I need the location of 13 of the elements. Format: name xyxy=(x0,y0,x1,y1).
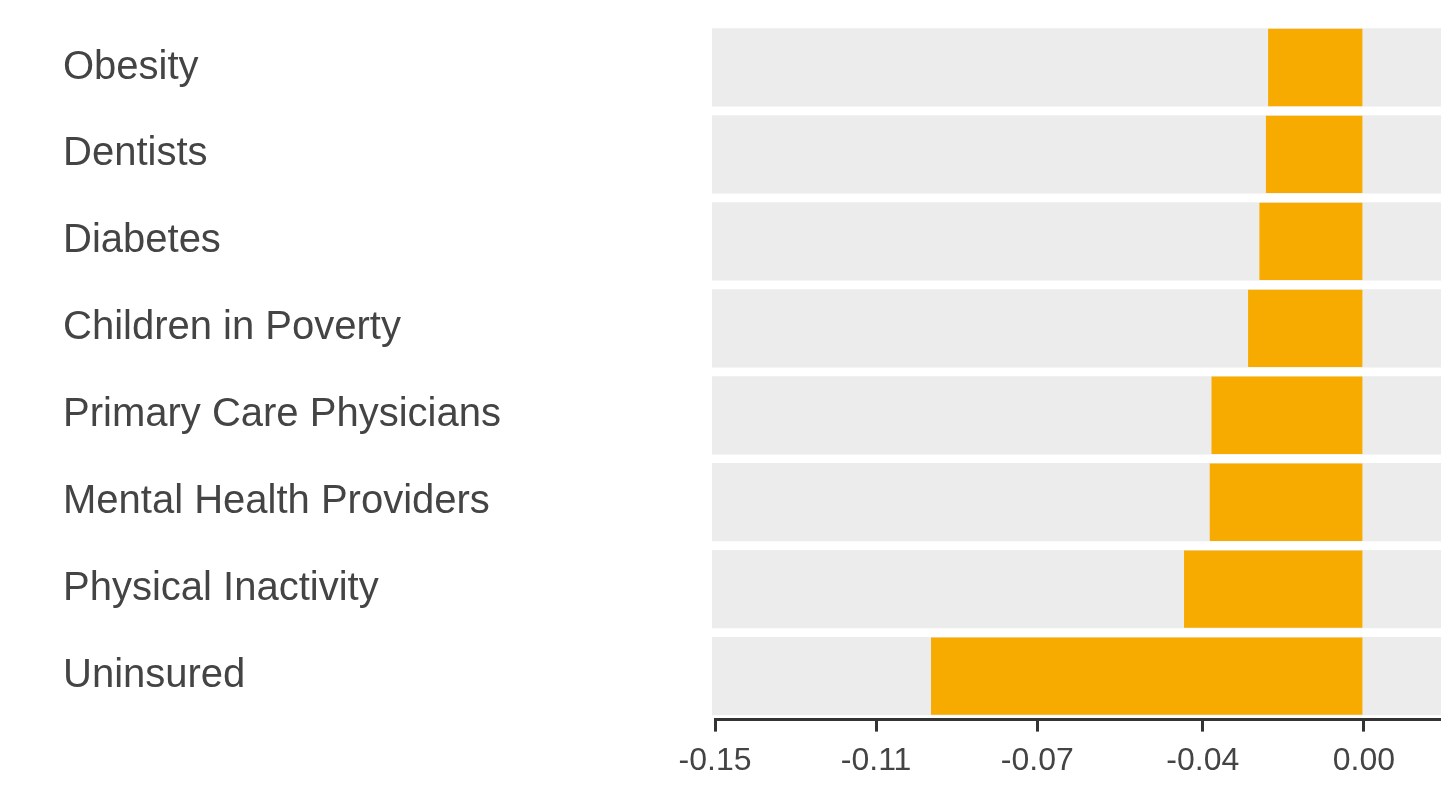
x-tick-label: -0.11 xyxy=(840,740,912,777)
y-tick-label: Physical Inactivity xyxy=(63,564,379,609)
y-tick-label: Dentists xyxy=(63,129,208,174)
y-tick-label: Uninsured xyxy=(63,651,246,696)
y-tick-label: Mental Health Providers xyxy=(63,477,490,522)
y-tick-label: Diabetes xyxy=(63,216,221,261)
x-tick-label: -0.04 xyxy=(1166,740,1240,777)
y-tick-label: Primary Care Physicians xyxy=(63,390,501,435)
y-tick-label: Children in Poverty xyxy=(63,303,401,348)
x-tick-label: -0.15 xyxy=(678,740,752,777)
x-tick-label: -0.07 xyxy=(1000,740,1074,777)
y-tick-label: Obesity xyxy=(63,42,199,87)
x-tick-label: 0.00 xyxy=(1332,740,1396,777)
